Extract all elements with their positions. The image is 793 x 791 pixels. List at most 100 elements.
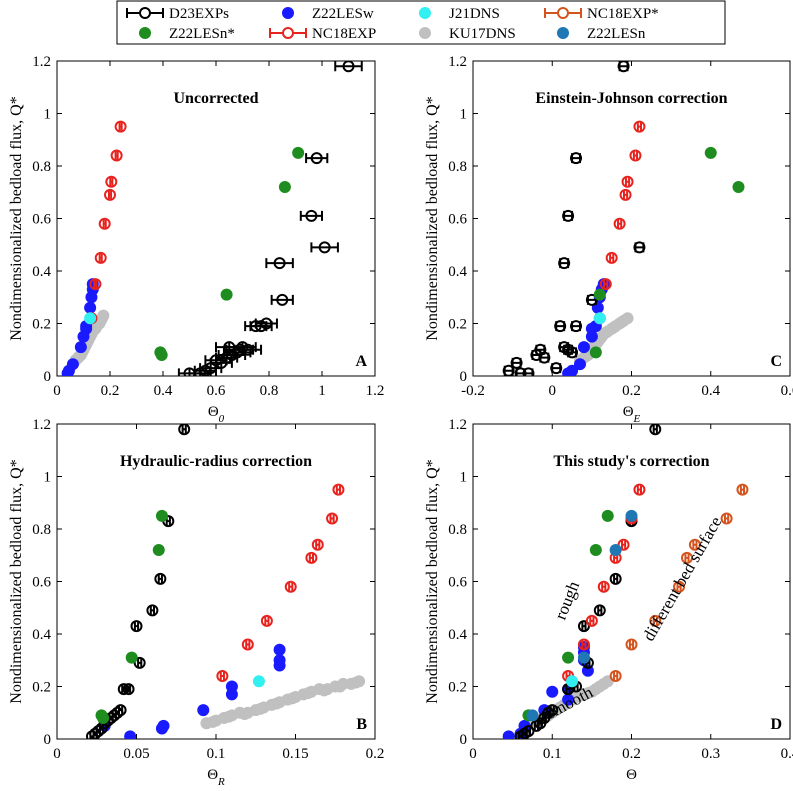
panel-C: -0.200.20.40.600.20.40.60.811.2ΘENondime…: [424, 54, 793, 425]
data-point: [260, 614, 273, 627]
series-d23exps: [85, 424, 191, 739]
data-point: [732, 181, 745, 193]
y-axis-label: Nondimensionalized bedload flux, Q*: [8, 459, 25, 703]
data-point: [688, 538, 701, 551]
y-tick-label: 1: [460, 470, 468, 486]
panel-label: B: [356, 716, 367, 733]
y-tick-label: 1.2: [448, 417, 467, 433]
data-point: [222, 710, 235, 723]
data-point: [276, 293, 289, 306]
series-z22lesw: [98, 643, 286, 739]
legend-marker: [557, 7, 569, 19]
data-point: [625, 638, 638, 651]
legend-label: Z22LESn*: [169, 26, 235, 42]
legend-entry: KU17DNS: [419, 26, 516, 42]
data-layer: [502, 61, 745, 376]
data-point: [589, 544, 602, 556]
legend-marker: [139, 7, 151, 19]
x-tick-label: 0: [53, 746, 61, 762]
data-point: [617, 61, 630, 73]
data-point: [562, 651, 575, 664]
x-axis-label: ΘE: [623, 404, 641, 425]
data-point: [566, 675, 579, 688]
y-tick-label: 1.2: [32, 54, 51, 70]
data-point: [241, 343, 254, 356]
data-point: [589, 346, 602, 359]
y-tick-label: 0.2: [448, 317, 467, 333]
x-tick-label: 0.15: [282, 746, 308, 762]
data-point: [252, 675, 265, 688]
data-point: [633, 120, 646, 133]
data-point: [649, 424, 662, 436]
data-point: [94, 251, 107, 264]
data-layer: [61, 61, 363, 376]
y-tick-label: 0.8: [32, 159, 51, 175]
legend: D23EXPs Z22LESw J21DNS NC18EXP* Z22LESn* NC18…: [116, 0, 726, 45]
data-point: [605, 251, 618, 264]
x-tick-label: 0.2: [622, 746, 641, 762]
panel-A: 0 0.2 0.4 0.6 0.8 1 1.2 0 0.2 0.4 0.6 0.8 1 1.2 Θ0 Nond…: [8, 54, 384, 425]
y-tick-label: 0: [460, 732, 468, 748]
data-point: [114, 120, 127, 133]
data-point: [680, 551, 693, 564]
data-point: [80, 322, 93, 335]
data-point: [625, 509, 638, 522]
data-point: [550, 362, 563, 375]
y-tick-label: 0.4: [32, 264, 51, 280]
x-tick-label: 1: [318, 383, 326, 399]
data-point: [349, 676, 362, 689]
y-tick-label: 0: [44, 732, 52, 748]
data-point: [302, 687, 315, 700]
data-point: [585, 614, 598, 627]
data-point: [89, 278, 102, 291]
x-tick-label: 0.4: [781, 746, 793, 762]
data-point: [566, 346, 579, 359]
legend-entry: D23EXPs: [126, 6, 229, 22]
y-tick-label: 0.2: [32, 317, 51, 333]
x-tick-label: 0.1: [207, 746, 226, 762]
data-point: [573, 358, 586, 371]
data-point: [577, 341, 590, 354]
series-j21dns: [84, 312, 97, 325]
data-point: [599, 278, 612, 291]
y-axis-label: Nondimensionalized bedload flux, Q*: [424, 96, 441, 340]
data-point: [577, 641, 590, 654]
panel-title: Hydraulic-radius correction: [120, 453, 312, 470]
data-point: [238, 708, 251, 721]
data-point: [273, 659, 286, 672]
series-nc18exp-star: [609, 483, 749, 682]
y-tick-label: 0.8: [448, 159, 467, 175]
data-layer: [85, 424, 366, 739]
data-point: [220, 288, 233, 301]
data-point: [98, 217, 111, 230]
data-point: [342, 61, 355, 73]
series-z22lesw: [61, 278, 99, 376]
y-tick-label: 1.2: [448, 54, 467, 70]
data-point: [66, 358, 79, 371]
axes-box: [472, 423, 791, 740]
data-point: [273, 643, 286, 656]
data-point: [522, 367, 535, 376]
data-point: [601, 675, 614, 688]
x-tick-label: 0.1: [543, 746, 562, 762]
data-layer: [502, 424, 749, 739]
y-tick-label: 0.6: [448, 212, 467, 228]
data-point: [633, 483, 646, 496]
data-point: [558, 257, 571, 270]
data-point: [615, 316, 628, 329]
legend-marker: [557, 27, 569, 39]
data-point: [146, 604, 159, 617]
annotation-label: rough: [551, 578, 584, 622]
legend-label: D23EXPs: [169, 6, 229, 22]
x-tick-label: 0.4: [701, 383, 720, 399]
data-point: [621, 175, 634, 188]
data-point: [633, 241, 646, 254]
series-nc18exp: [562, 483, 646, 682]
y-tick-label: 0.6: [32, 212, 51, 228]
series-j21dns: [593, 312, 606, 325]
y-tick-label: 0.8: [32, 522, 51, 538]
y-axis-label: Nondimensionalized bedload flux, Q*: [8, 96, 25, 340]
data-point: [546, 685, 559, 698]
y-tick-label: 0.6: [448, 575, 467, 591]
data-point: [546, 704, 559, 717]
